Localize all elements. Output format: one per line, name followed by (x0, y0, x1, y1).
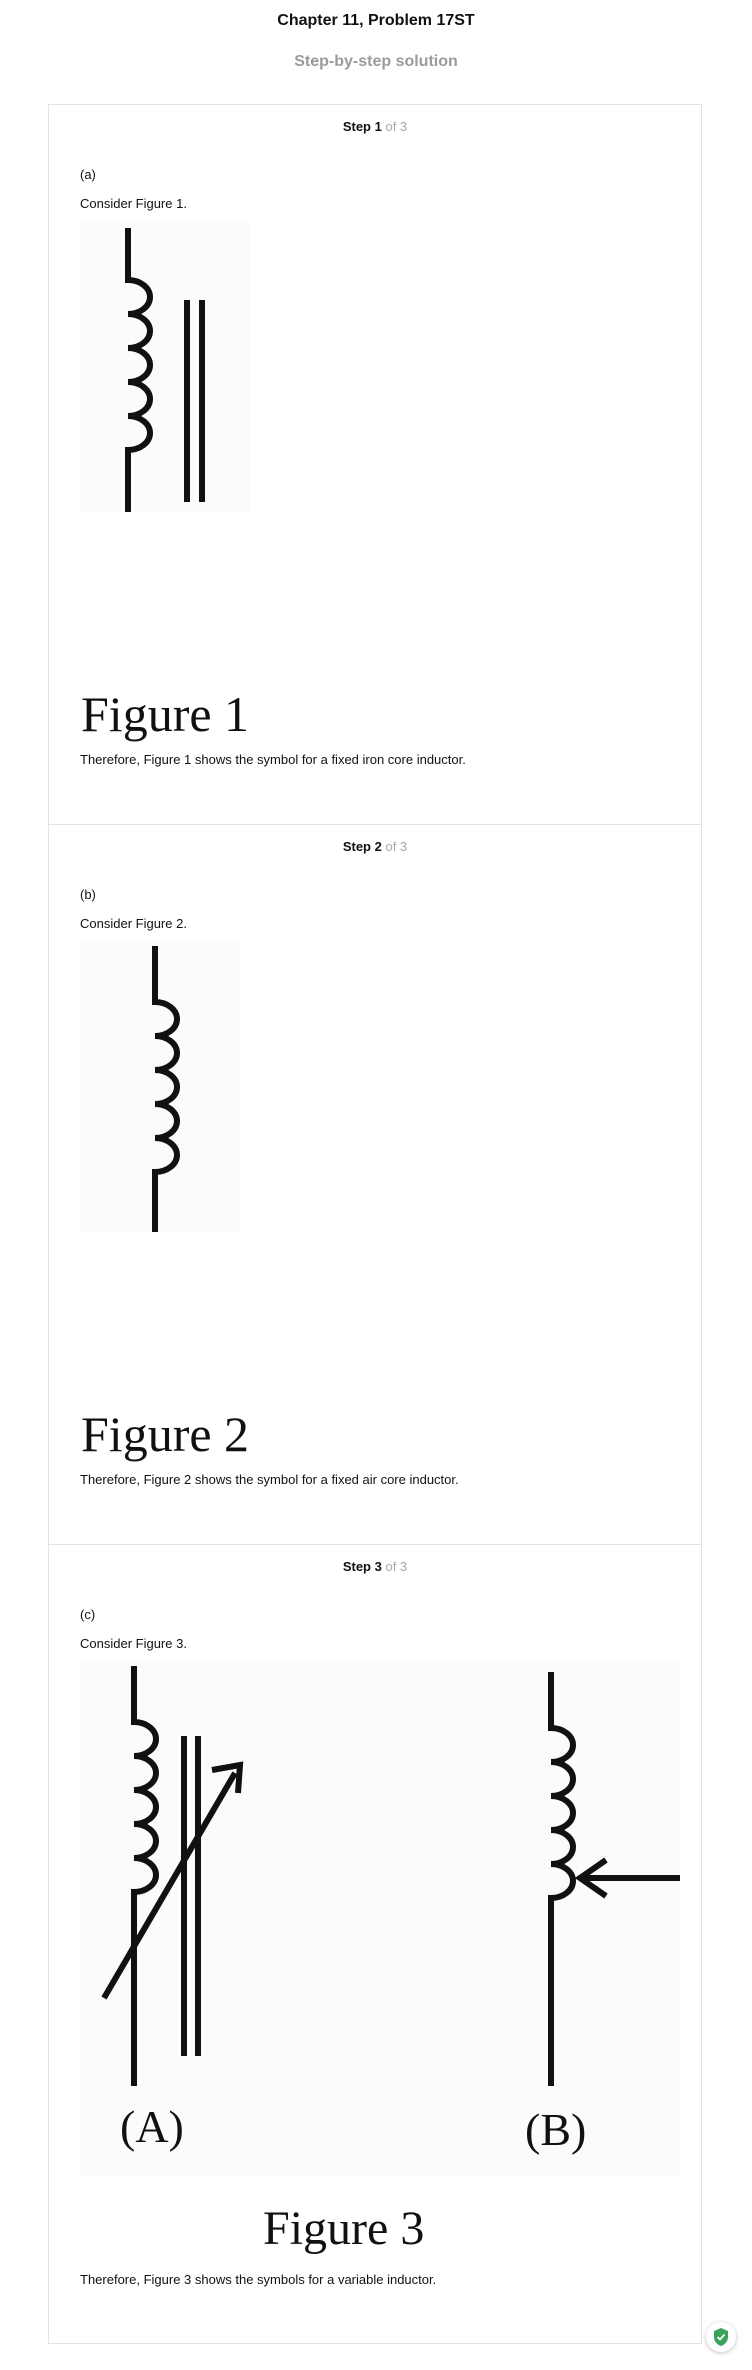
figure-2 (80, 940, 240, 1232)
air-core-inductor-symbol (152, 946, 180, 1232)
variable-inductor-symbols (101, 1666, 702, 2086)
step-header: Step 3 of 3 (49, 1559, 701, 1574)
figure-label-b: (B) (525, 2104, 587, 2155)
figure-caption: Figure 2 (81, 1406, 250, 1462)
conclusion-text: Therefore, Figure 3 shows the symbols fo… (80, 2272, 437, 2287)
step-card-3: Step 3 of 3 (c) Consider Figure 3. (A) (… (48, 1544, 702, 2344)
part-label: (a) (80, 167, 96, 182)
consider-text: Consider Figure 3. (80, 1636, 187, 1651)
figure-3: (A) (B) (80, 1660, 702, 2175)
step-number: Step 3 (342, 1559, 382, 1574)
step-number: Step 2 (342, 839, 382, 854)
page-subtitle: Step-by-step solution (294, 53, 458, 70)
step-card-1: Step 1 of 3 (a) Consider Figure 1. Figur… (48, 104, 702, 824)
step-header: Step 1 of 3 (49, 119, 701, 134)
part-label: (c) (80, 1607, 96, 1622)
figure-label-a: (A) (120, 2101, 184, 2152)
step-number: Step 1 (342, 119, 382, 134)
part-label: (b) (80, 887, 96, 902)
shield-check-icon (714, 2328, 728, 2346)
step-total: of 3 (385, 119, 408, 134)
step-total: of 3 (385, 1559, 408, 1574)
consider-text: Consider Figure 1. (80, 196, 187, 211)
conclusion-text: Therefore, Figure 2 shows the symbol for… (80, 1472, 459, 1487)
conclusion-text: Therefore, Figure 1 shows the symbol for… (80, 752, 466, 767)
security-badge[interactable] (706, 2322, 736, 2352)
consider-text: Consider Figure 2. (80, 916, 187, 931)
iron-core-inductor-symbol (125, 228, 205, 512)
step-card-2: Step 2 of 3 (b) Consider Figure 2. Figur… (48, 824, 702, 1544)
page-title: Chapter 11, Problem 17ST (277, 12, 475, 29)
step-header: Step 2 of 3 (49, 839, 701, 854)
figure-caption: Figure 1 (81, 686, 250, 742)
figure-1 (80, 220, 250, 512)
step-total: of 3 (385, 839, 408, 854)
figure-caption: Figure 3 (263, 2202, 425, 2255)
